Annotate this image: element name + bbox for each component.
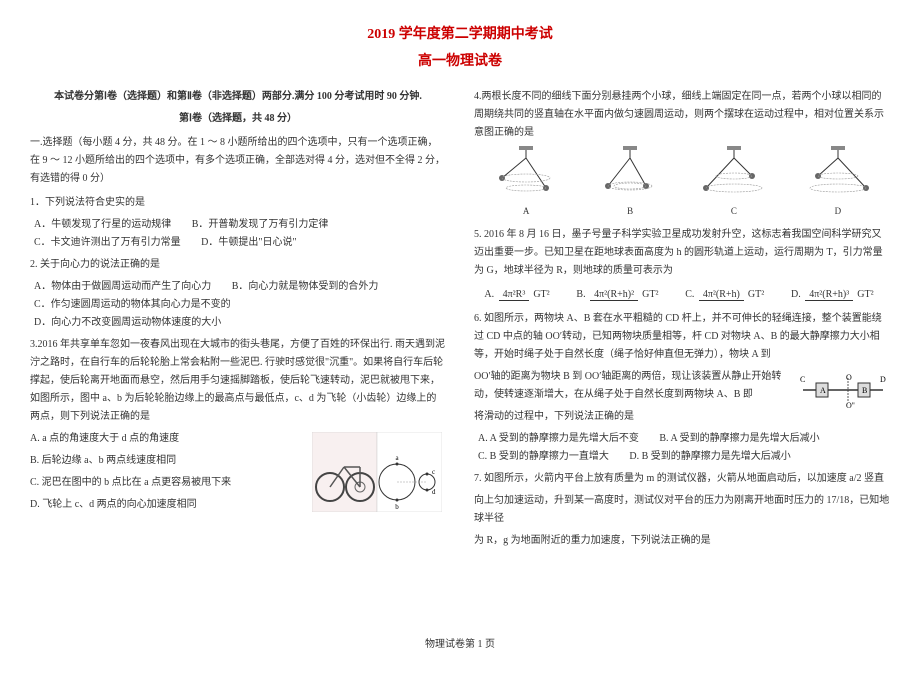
page-footer: 物理试卷第 1 页 — [30, 636, 890, 654]
q2-stem: 2. 关于向心力的说法正确的是 — [30, 256, 446, 274]
q4-label-d: D — [835, 203, 842, 219]
svg-text:A: A — [820, 386, 826, 395]
q5-opt-a: A. 4π²R³GT² — [484, 286, 555, 304]
q4-label-c: C — [731, 203, 737, 219]
q5-a-den: GT² — [529, 289, 553, 300]
q7-stem3: 为 R，g 为地面附近的重力加速度，下列说法正确的是 — [474, 532, 890, 550]
q4-label-a: A — [523, 203, 530, 219]
q3-stem: 3.2016 年共享单车忽如一夜春风出现在大城市的街头巷尾，方便了百姓的环保出行… — [30, 336, 446, 426]
q2-opts-row2: C．作匀速圆周运动的物体其向心力是不变的 D．向心力不改变圆周运动物体速度的大小 — [34, 296, 446, 332]
exam-title-1: 2019 学年度第二学期期中考试 — [30, 22, 890, 47]
svg-text:O: O — [846, 373, 852, 382]
q6-opts-row1: A. A 受到的静摩擦力是先增大后不变 B. A 受到的静摩擦力是先增大后减小 — [478, 430, 890, 448]
exam-title-2: 高一物理试卷 — [30, 49, 890, 74]
q5-c-label: C. — [685, 289, 694, 300]
q5-b-den: GT² — [638, 289, 662, 300]
q5-c-num: 4π²(R+h) — [699, 289, 744, 301]
q2-opt-d: D．向心力不改变圆周运动物体速度的大小 — [34, 314, 221, 332]
instruction-line-1: 本试卷分第Ⅰ卷（选择题）和第Ⅱ卷（非选择题）两部分.满分 100 分考试用时 9… — [30, 88, 446, 106]
q4-stem: 4.两根长度不同的细线下面分别悬挂两个小球，细线上端固定在同一点，若两个小球以相… — [474, 88, 890, 142]
q1-opt-d: D．牛顿提出"日心说" — [201, 234, 296, 252]
svg-text:B: B — [862, 386, 867, 395]
svg-text:c: c — [432, 468, 435, 476]
q7-stem2: 向上匀加速运动，升到某一高度时，测试仪对平台的压力为刚离开地面时压力的 17/1… — [474, 492, 890, 528]
q6-opt-c: C. B 受到的静摩擦力一直增大 — [478, 448, 609, 466]
q6-stem1: 6. 如图所示，两物块 A、B 套在水平粗糙的 CD 杆上，并不可伸长的轻绳连接… — [474, 310, 890, 364]
q1-opt-b: B．开普勒发现了万有引力定律 — [192, 216, 329, 234]
svg-text:D: D — [880, 375, 886, 384]
q4-fig-d — [796, 146, 881, 201]
q1-opt-c: C．卡文迪许测出了万有引力常量 — [34, 234, 181, 252]
q2-opt-c: C．作匀速圆周运动的物体其向心力是不变的 — [34, 296, 231, 314]
section-intro: 一.选择题（每小题 4 分，共 48 分。在 1 ～ 8 小题所给出的四个选项中… — [30, 134, 446, 188]
q4-fig-c — [692, 146, 777, 201]
q5-c-den: GT² — [744, 289, 768, 300]
q6-figure: C D O A B O'' — [798, 370, 888, 410]
q1-stem: 1．下列说法符合史实的是 — [30, 194, 446, 212]
q5-d-label: D. — [791, 289, 801, 300]
bicycle-figure: a b c d — [312, 432, 442, 512]
q1-opts-row1: A．牛顿发现了行星的运动规律 B．开普勒发现了万有引力定律 — [34, 216, 446, 234]
q4-figures — [474, 146, 890, 201]
q5-d-den: GT² — [853, 289, 877, 300]
q5-d-num: 4π²(R+h)³ — [805, 289, 853, 301]
q6-opt-b: B. A 受到的静摩擦力是先增大后减小 — [659, 430, 819, 448]
svg-text:b: b — [395, 503, 399, 511]
svg-text:d: d — [432, 488, 436, 496]
q6-opts-row2: C. B 受到的静摩擦力一直增大 D. B 受到的静摩擦力是先增大后减小 — [478, 448, 890, 466]
q2-opt-b: B．向心力就是物体受到的合外力 — [232, 278, 379, 296]
q2-opts-row1: A．物体由于做圆周运动而产生了向心力 B．向心力就是物体受到的合外力 — [34, 278, 446, 296]
q5-a-label: A. — [484, 289, 494, 300]
q4-labels: A B C D — [474, 203, 890, 219]
q6-opt-d: D. B 受到的静摩擦力是先增大后减小 — [629, 448, 790, 466]
q1-opts-row2: C．卡文迪许测出了万有引力常量 D．牛顿提出"日心说" — [34, 234, 446, 252]
q5-opt-c: C. 4π²(R+h)GT² — [685, 286, 770, 304]
q5-opt-b: B. 4π²(R+h)²GT² — [576, 286, 664, 304]
q5-stem: 5. 2016 年 8 月 16 日，墨子号量子科学实验卫星成功发射升空，这标志… — [474, 226, 890, 280]
q1-opt-a: A．牛顿发现了行星的运动规律 — [34, 216, 171, 234]
instruction-line-2: 第Ⅰ卷（选择题，共 48 分） — [30, 110, 446, 128]
q4-fig-b — [588, 146, 673, 201]
svg-text:O'': O'' — [846, 401, 855, 410]
q6-opt-a: A. A 受到的静摩擦力是先增大后不变 — [478, 430, 639, 448]
q5-a-num: 4π²R³ — [499, 289, 530, 301]
q4-label-b: B — [627, 203, 633, 219]
svg-text:C: C — [800, 375, 805, 384]
q7-stem: 7. 如图所示，火箭内平台上放有质量为 m 的测试仪器，火箭从地面启动后，以加速… — [474, 470, 890, 488]
q6-stem3: 将滑动的过程中，下列说法正确的是 — [474, 408, 890, 426]
q5-b-label: B. — [576, 289, 585, 300]
q5-opt-d: D. 4π²(R+h)³GT² — [791, 286, 880, 304]
q4-fig-a — [484, 146, 569, 201]
q5-options: A. 4π²R³GT² B. 4π²(R+h)²GT² C. 4π²(R+h)G… — [474, 286, 890, 304]
q2-opt-a: A．物体由于做圆周运动而产生了向心力 — [34, 278, 211, 296]
q5-b-num: 4π²(R+h)² — [590, 289, 638, 301]
